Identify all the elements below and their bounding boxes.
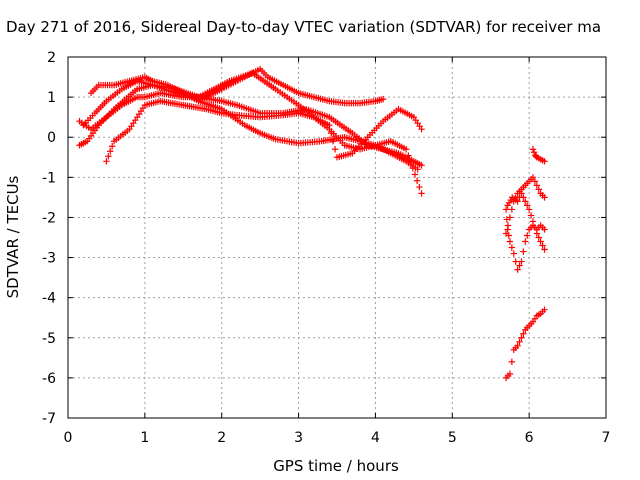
data-point: [518, 190, 525, 197]
late-arc-3: [504, 190, 548, 253]
data-point: [533, 230, 541, 237]
data-point: [103, 158, 110, 165]
data-point: [504, 222, 512, 229]
data-point: [413, 177, 421, 184]
data-point: [108, 143, 116, 150]
axis-ticks: 0 1 2 3 4 5 6 7 2 1 0 -1 -2 -3 -4 -5 -6 -7: [42, 50, 610, 446]
data-point: [105, 153, 112, 160]
y-tick-label: -4: [42, 291, 56, 307]
data-point: [530, 149, 538, 156]
x-tick-label: 7: [602, 430, 611, 446]
y-tick-label: -2: [42, 210, 56, 226]
data-point: [539, 242, 546, 249]
data-point: [506, 214, 514, 221]
data-point: [512, 258, 519, 265]
data-point: [414, 166, 421, 173]
data-point: [418, 126, 425, 133]
y-tick-label: -3: [42, 251, 56, 267]
data-point: [531, 178, 539, 185]
y-tick-label: 0: [47, 130, 56, 146]
data-point: [409, 164, 416, 172]
x-tick-label: 4: [371, 430, 380, 446]
plot-frame: [67, 56, 607, 419]
data-point: [537, 238, 544, 245]
data-point: [541, 306, 548, 313]
data-point: [529, 218, 537, 225]
data-point: [514, 342, 521, 349]
data-point: [508, 358, 516, 366]
data-point: [533, 182, 541, 189]
satellite-track-5: [80, 77, 425, 169]
grid: [68, 57, 606, 418]
data-point: [524, 202, 531, 209]
data-point: [529, 174, 537, 181]
y-tick-label: -7: [42, 411, 56, 427]
data-point: [514, 198, 521, 205]
x-tick-label: 6: [525, 430, 534, 446]
data-point: [541, 158, 548, 165]
data-point: [510, 250, 517, 257]
data-point: [541, 194, 548, 201]
x-tick-label: 5: [448, 430, 457, 446]
late-arc-4: [529, 146, 548, 165]
data-point: [516, 338, 523, 345]
data-point: [418, 162, 425, 169]
data-point: [520, 194, 527, 201]
y-tick-label: 1: [47, 90, 56, 106]
y-tick-label: -1: [42, 170, 56, 186]
data-points: [76, 65, 548, 382]
data-point: [516, 262, 523, 269]
x-axis-label: GPS time / hours: [273, 457, 399, 475]
data-point: [379, 95, 387, 103]
data-point: [506, 238, 514, 245]
data-point: [535, 234, 542, 241]
x-tick-label: 2: [217, 430, 226, 446]
data-point: [524, 232, 531, 239]
x-tick-label: 0: [64, 430, 73, 446]
data-point: [502, 230, 510, 237]
y-tick-label: -5: [42, 331, 56, 347]
data-point: [525, 206, 533, 213]
data-point: [506, 370, 514, 378]
data-point: [518, 258, 525, 265]
data-point: [402, 146, 410, 153]
chart-title: Day 271 of 2016, Sidereal Day-to-day VTE…: [6, 18, 601, 36]
data-point: [329, 138, 337, 145]
data-point: [514, 266, 521, 273]
data-point: [508, 244, 516, 251]
data-point: [508, 206, 516, 213]
data-point: [522, 198, 529, 205]
satellite-track-4: [103, 97, 425, 165]
data-point: [502, 206, 510, 213]
data-point: [418, 190, 425, 197]
x-tick-label: 3: [294, 430, 303, 446]
y-axis-label: SDTVAR / TECUs: [4, 175, 22, 298]
data-point: [541, 246, 548, 253]
x-tick-label: 1: [140, 430, 149, 446]
data-point: [522, 238, 529, 245]
late-arc-5: [502, 306, 548, 382]
y-tick-label: -6: [42, 371, 56, 387]
data-point: [527, 212, 535, 219]
data-point: [531, 224, 539, 231]
data-point: [326, 121, 333, 129]
data-point: [520, 248, 527, 255]
data-point: [518, 334, 525, 341]
data-point: [107, 148, 114, 155]
data-point: [331, 146, 339, 153]
data-point: [411, 171, 419, 178]
data-point: [416, 183, 423, 191]
y-tick-label: 2: [47, 50, 56, 66]
data-point: [520, 330, 527, 337]
data-point: [529, 146, 537, 153]
data-point: [541, 226, 548, 233]
data-point: [328, 130, 335, 137]
data-point: [535, 186, 542, 193]
